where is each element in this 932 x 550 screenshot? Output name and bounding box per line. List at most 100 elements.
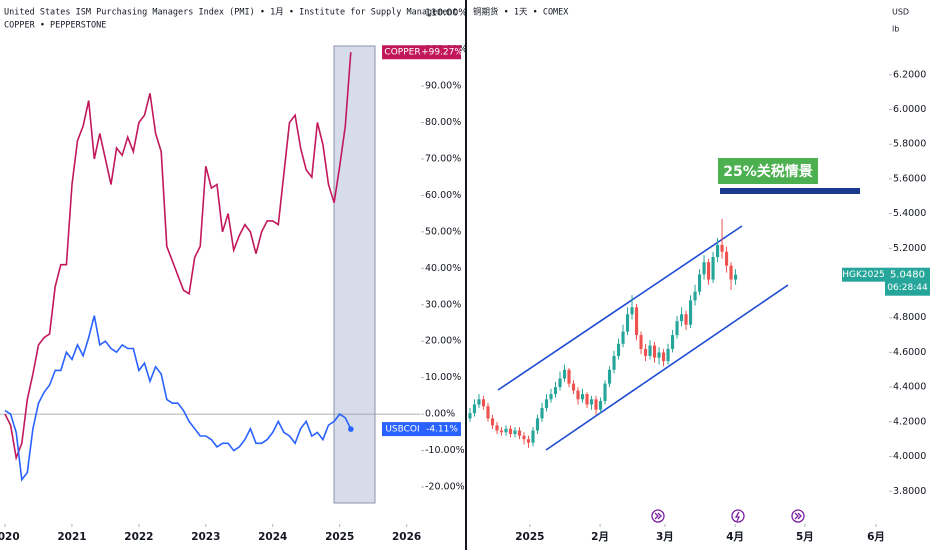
y-tick-label: 4.2000 bbox=[893, 416, 926, 427]
event-icon[interactable] bbox=[651, 509, 665, 523]
x-tick-label: 2021 bbox=[57, 531, 86, 543]
candle-body bbox=[612, 355, 616, 370]
candle-body bbox=[531, 430, 535, 443]
event-glyph bbox=[794, 512, 802, 520]
candle-body bbox=[477, 399, 481, 405]
candle-body bbox=[630, 307, 634, 315]
candle-body bbox=[643, 348, 648, 356]
countdown: 06:28:44 bbox=[887, 283, 928, 293]
legend-name: USBCOI bbox=[385, 425, 419, 435]
y-tick-label: 40.00% bbox=[425, 263, 461, 274]
candle-body bbox=[657, 352, 661, 358]
candle-body bbox=[562, 369, 567, 379]
y-tick-label: 90.00% bbox=[425, 81, 461, 92]
legend-box bbox=[382, 45, 423, 60]
x-tick-label: 2月 bbox=[591, 531, 609, 543]
x-tick-label: 5月 bbox=[796, 531, 814, 543]
y-tick-label: 5.2000 bbox=[893, 243, 926, 254]
y-tick-label: -20.00% bbox=[425, 482, 465, 493]
legend-name: COPPER bbox=[384, 48, 420, 58]
x-tick-label: 2025 bbox=[515, 531, 544, 543]
y-tick-label: 6.2000 bbox=[893, 69, 926, 80]
candle-body bbox=[729, 265, 733, 280]
annotation-box bbox=[718, 158, 818, 184]
candle-body bbox=[508, 428, 513, 434]
event-glyph bbox=[654, 512, 662, 520]
event-icon[interactable] bbox=[791, 509, 805, 523]
candle-body bbox=[513, 430, 517, 434]
last-point bbox=[348, 426, 354, 432]
y-tick-label: 20.00% bbox=[425, 336, 461, 347]
candle-body bbox=[688, 300, 693, 325]
chart-title: 铜期货 • 1天 • COMEX bbox=[473, 7, 569, 18]
candle-body bbox=[522, 435, 526, 440]
candle-body bbox=[540, 407, 544, 419]
x-tick-label: 2022 bbox=[124, 531, 153, 543]
candle-body bbox=[567, 369, 571, 384]
y-tick-label: 4.0000 bbox=[893, 451, 926, 462]
series-line bbox=[4, 315, 352, 482]
annotation: 25%关税情景 bbox=[723, 163, 813, 180]
candle-body bbox=[684, 314, 688, 325]
candle-body bbox=[607, 369, 612, 384]
candle-body bbox=[675, 321, 679, 336]
candle-body bbox=[504, 428, 508, 433]
candle-body bbox=[535, 418, 540, 431]
scenario-level bbox=[720, 188, 860, 194]
candle-body bbox=[625, 314, 630, 332]
candle-body bbox=[670, 335, 675, 349]
candle-body bbox=[720, 244, 724, 252]
symbol-box bbox=[842, 267, 885, 282]
y-tick-label: 6.0000 bbox=[893, 104, 926, 115]
candle-body bbox=[648, 345, 652, 356]
x-tick-label: 2025 bbox=[325, 531, 354, 543]
candle-body bbox=[733, 274, 738, 280]
candle-body bbox=[499, 430, 504, 433]
y-tick-label: 10.00% bbox=[425, 372, 461, 383]
event-icons bbox=[651, 509, 805, 523]
candle-body bbox=[468, 413, 472, 419]
candle-body bbox=[576, 390, 580, 400]
candle-body bbox=[724, 251, 729, 266]
candle-body bbox=[702, 262, 706, 275]
candle-body bbox=[603, 383, 607, 402]
candle-body bbox=[490, 418, 495, 426]
y-tick-label: 30.00% bbox=[425, 299, 461, 310]
channel-upper bbox=[497, 225, 743, 391]
candle-body bbox=[598, 401, 603, 410]
candle-body bbox=[594, 399, 598, 410]
candle-body bbox=[693, 291, 697, 301]
candle-body bbox=[661, 352, 666, 362]
candle-body bbox=[544, 399, 549, 408]
y-tick-label: 0.00% bbox=[425, 409, 455, 420]
y-tick-label: 60.00% bbox=[425, 190, 461, 201]
channel-lower bbox=[545, 284, 789, 451]
candle-body bbox=[585, 394, 589, 405]
candle-body bbox=[558, 378, 562, 388]
candle-body bbox=[549, 394, 553, 400]
series-line bbox=[4, 52, 352, 461]
x-tick-label: 3月 bbox=[656, 531, 674, 543]
y-tick-label: -10.00% bbox=[425, 445, 465, 456]
x-tick-label: 2026 bbox=[392, 531, 421, 543]
candle-body bbox=[580, 394, 585, 400]
y-tick-label: 4.6000 bbox=[893, 347, 926, 358]
event-icon[interactable] bbox=[731, 509, 745, 523]
event-glyph bbox=[734, 511, 741, 522]
y-tick-label: 5.4000 bbox=[893, 208, 926, 219]
x-tick-label: 4月 bbox=[726, 531, 744, 543]
candle-body bbox=[652, 345, 657, 358]
x-tick-label: 6月 bbox=[867, 531, 885, 543]
candle-body bbox=[616, 343, 621, 356]
candle-body bbox=[571, 383, 576, 391]
y-tick-label: 3.8000 bbox=[893, 486, 926, 497]
chart-subtitle: COPPER • PEPPERSTONE bbox=[4, 21, 106, 31]
candle-body bbox=[621, 331, 625, 344]
value-label-box bbox=[423, 422, 461, 437]
y-tick-label: 110.00% bbox=[425, 8, 467, 19]
y-tick-label: 4.4000 bbox=[893, 382, 926, 393]
candle-body bbox=[472, 404, 477, 414]
y-tick-label: 70.00% bbox=[425, 153, 461, 164]
candle-body bbox=[679, 314, 684, 322]
